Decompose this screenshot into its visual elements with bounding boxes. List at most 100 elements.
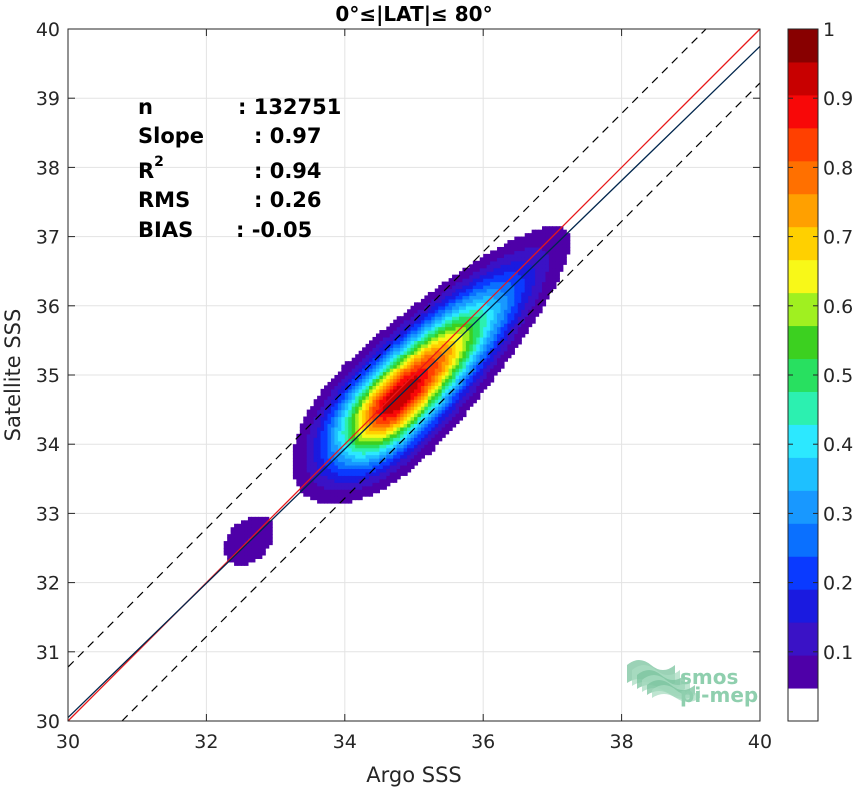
density-cell (393, 430, 398, 435)
density-cell (462, 319, 467, 324)
density-cell (490, 375, 495, 380)
density-cell (445, 305, 450, 310)
density-cell (317, 433, 322, 438)
density-cell (434, 316, 439, 321)
density-cell (552, 236, 557, 241)
density-cell (355, 447, 360, 452)
density-cell (431, 298, 436, 303)
density-cell (341, 426, 346, 431)
density-cell (420, 433, 425, 438)
density-cell (472, 378, 477, 383)
density-cell (438, 437, 443, 442)
density-cell (503, 253, 509, 258)
density-cell (514, 278, 519, 283)
density-cell (517, 236, 522, 241)
density-cell (503, 285, 509, 290)
density-cell (455, 305, 460, 310)
density-cell (462, 305, 467, 310)
density-cell (441, 378, 446, 383)
density-cell (382, 419, 387, 425)
density-cell (324, 454, 329, 459)
density-cell (324, 482, 329, 487)
density-cell (414, 354, 419, 359)
density-cell (517, 298, 522, 303)
density-cell (358, 471, 363, 476)
density-cell (324, 458, 329, 463)
density-cell (445, 426, 450, 431)
density-cell (403, 371, 408, 376)
density-cell (310, 423, 315, 428)
density-cell (396, 368, 401, 373)
density-cell (365, 451, 370, 456)
density-cell (292, 468, 297, 473)
density-cell (382, 375, 387, 380)
density-cell (476, 347, 481, 352)
density-cell (241, 537, 246, 542)
density-cell (431, 343, 436, 348)
colorbar-segment (788, 325, 818, 360)
logo-wave-shape (652, 685, 700, 702)
density-cell (514, 240, 519, 245)
density-cell (341, 440, 346, 445)
density-cell (507, 350, 512, 355)
density-cell (465, 333, 470, 338)
density-cell (306, 468, 311, 473)
density-cell (438, 381, 443, 386)
density-cell (500, 288, 505, 293)
density-cell (344, 409, 349, 414)
density-cell (510, 347, 515, 352)
density-cell (414, 461, 419, 466)
density-cell (400, 468, 405, 473)
density-cell (497, 350, 502, 355)
density-cell (528, 233, 533, 238)
density-cell (310, 419, 315, 425)
colorbar-segment (788, 490, 818, 524)
density-cell (424, 350, 429, 355)
density-cell (375, 343, 380, 348)
density-cell (344, 399, 349, 404)
density-cell (458, 385, 464, 390)
density-cell (438, 413, 443, 418)
density-cell (514, 274, 519, 279)
density-cell (535, 274, 540, 279)
density-cell (465, 281, 470, 286)
density-cell (389, 340, 394, 345)
density-cell (389, 468, 394, 473)
density-cell (431, 347, 436, 352)
density-cell (424, 375, 429, 380)
density-cell (562, 229, 567, 234)
density-cell (441, 426, 446, 431)
density-cell (538, 253, 543, 258)
density-cell (566, 243, 571, 248)
density-cell (375, 399, 380, 404)
density-cell (517, 288, 522, 293)
density-cell (476, 260, 481, 265)
density-cell (552, 285, 557, 290)
stat-label: BIAS (138, 218, 193, 242)
density-cell (410, 361, 415, 366)
density-cell (462, 354, 467, 359)
density-cell (396, 336, 401, 341)
density-cell (313, 433, 318, 438)
density-cell (237, 534, 242, 539)
density-cell (334, 381, 339, 386)
density-cell (528, 291, 533, 297)
density-cell (517, 271, 522, 276)
density-cell (514, 305, 519, 310)
density-cell (441, 323, 446, 328)
density-cell (310, 426, 315, 431)
density-cell (379, 336, 384, 341)
density-cell (375, 485, 380, 490)
density-cell (476, 288, 481, 293)
density-cell (486, 333, 491, 338)
density-cell (497, 319, 502, 324)
density-cell (510, 288, 515, 293)
density-cell (320, 489, 325, 494)
density-cell (479, 260, 484, 265)
density-cell (393, 468, 398, 473)
density-cell (431, 426, 436, 431)
density-cell (528, 305, 533, 310)
density-cell (414, 451, 419, 456)
density-cell (306, 430, 311, 435)
density-cell (434, 381, 439, 386)
